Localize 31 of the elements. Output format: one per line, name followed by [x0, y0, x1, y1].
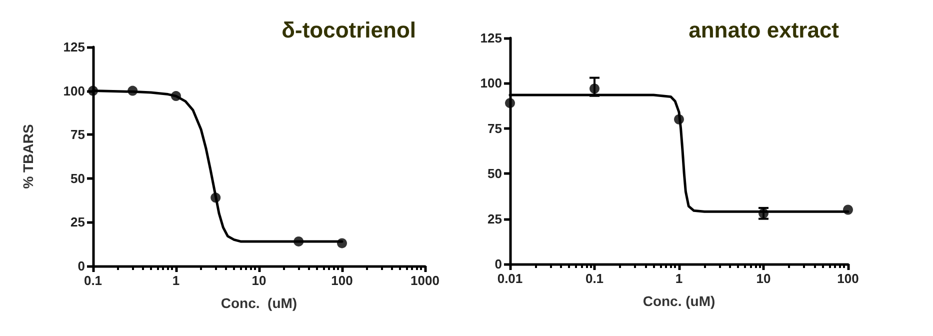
y-tick-label: 50 [488, 166, 502, 182]
point [590, 84, 600, 94]
x-tick-label: 100 [837, 271, 859, 286]
y-tick-label: 25 [70, 214, 85, 230]
y-tick-label: 25 [488, 211, 502, 226]
y-tick-label: 50 [70, 170, 85, 186]
y-tick-label: 100 [63, 83, 85, 98]
y-tick-label: 125 [63, 40, 85, 54]
chart-title: annato extract [688, 18, 840, 42]
y-tick-label: 0 [494, 256, 502, 272]
point [674, 114, 684, 124]
y-tick-label: 75 [488, 120, 502, 136]
x-tick-label: 100 [331, 273, 353, 288]
x-tick-label: 0.1 [84, 273, 102, 288]
x-axis-title: Conc. (uM) [642, 293, 716, 309]
x-axis-title: Conc. (uM) [220, 295, 298, 311]
y-tick-label: 0 [78, 258, 85, 274]
x-tick-label: 0.01 [497, 271, 523, 286]
x-tick-label: 0.1 [585, 271, 604, 286]
point [505, 98, 515, 108]
x-tick-label: 1 [172, 273, 180, 288]
x-tick-label: 10 [252, 273, 266, 288]
y-tick-label: 75 [70, 127, 85, 142]
y-tick-label: 100 [480, 76, 502, 91]
y-axis-title: % TBARS [20, 124, 36, 189]
x-tick-label: 10 [756, 271, 771, 286]
x-tick-label: 1 [675, 271, 683, 286]
y-tick-label: 125 [480, 30, 502, 46]
chart-title: δ-tocotrienol [282, 18, 416, 42]
point [843, 204, 853, 215]
x-tick-label: 1000 [410, 273, 440, 288]
